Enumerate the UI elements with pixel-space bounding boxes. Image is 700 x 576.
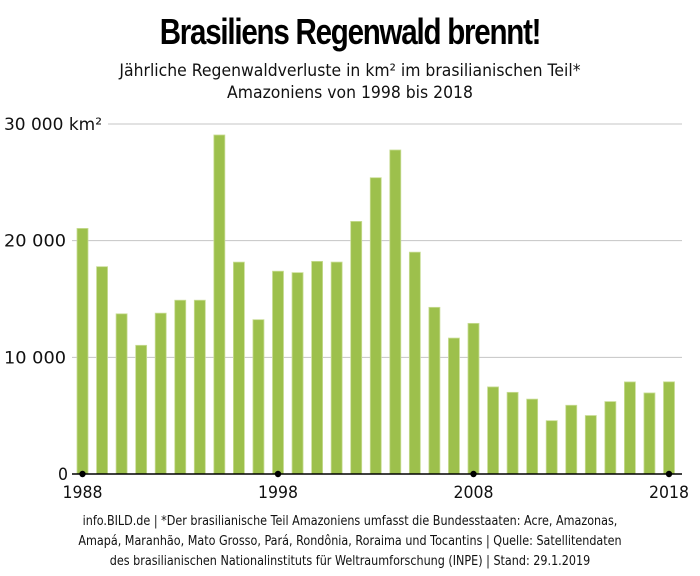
x-tick-label: 2018 <box>649 483 689 503</box>
bar-1999 <box>291 272 304 475</box>
chart-subtitle: Jährliche Regenwaldverluste in km² im br… <box>28 60 672 104</box>
y-tick-label: 30 000 km² <box>4 115 102 135</box>
x-tick-label: 1998 <box>258 483 298 503</box>
bar-1993 <box>174 299 187 475</box>
footer-line-1: info.BILD.de | *Der brasilianische Teil … <box>82 514 618 529</box>
subtitle-line-1: Jährliche Regenwaldverluste in km² im br… <box>119 61 581 81</box>
y-tick-label: 20 000 <box>4 232 66 252</box>
bar-2013 <box>565 404 578 475</box>
bar-1990 <box>115 313 128 475</box>
bar-2018 <box>663 381 675 475</box>
bar-2011 <box>526 398 539 475</box>
bar-2001 <box>330 261 343 475</box>
bar-1992 <box>154 312 167 475</box>
bar-1995 <box>213 134 226 475</box>
bar-2015 <box>604 401 617 475</box>
bar-1989 <box>96 266 108 475</box>
bar-2009 <box>487 386 499 475</box>
bar-1991 <box>135 344 148 475</box>
x-axis-labels: 1988 1998 2008 2018 <box>63 483 690 503</box>
bar-2016 <box>624 381 636 475</box>
bar-1988 <box>76 228 89 475</box>
bar-2008 <box>467 322 480 475</box>
bar-2000 <box>311 260 324 475</box>
bar-2002 <box>350 221 363 475</box>
footer-line-2: Amapá, Maranhão, Mato Grosso, Pará, Rond… <box>78 534 622 549</box>
x-axis <box>72 470 682 478</box>
bar-2007 <box>448 337 460 475</box>
bar-2010 <box>506 391 519 475</box>
subtitle-line-2: Amazoniens von 1998 bis 2018 <box>227 83 473 103</box>
bar-2014 <box>584 415 597 475</box>
footer-source-note: info.BILD.de | *Der brasilianische Teil … <box>49 512 651 572</box>
chart-title: Brasiliens Regenwald brennt! <box>159 11 542 52</box>
bar-2012 <box>545 420 558 475</box>
bar-1998 <box>272 270 284 475</box>
x-tick-label: 2008 <box>454 483 494 503</box>
x-tick-label: 1988 <box>63 483 103 503</box>
bar-2005 <box>408 251 421 475</box>
x-tick-dot <box>470 470 477 478</box>
bars <box>76 134 675 475</box>
x-tick-dot <box>274 470 282 478</box>
y-tick-label: 10 000 <box>4 348 66 368</box>
bar-2004 <box>389 149 402 475</box>
bar-1994 <box>193 299 206 475</box>
bar-1996 <box>232 261 245 475</box>
bar-1997 <box>252 319 265 475</box>
y-axis-labels: 0 10 000 20 000 30 000 km² <box>4 115 102 485</box>
bar-2006 <box>428 306 441 475</box>
bar-2003 <box>369 177 382 475</box>
x-tick-dot <box>665 470 673 478</box>
bar-2017 <box>643 392 656 475</box>
footer-line-3: des brasilianischen Nationalinstituts fü… <box>109 554 591 569</box>
x-tick-dot <box>79 470 86 478</box>
y-tick-label: 0 <box>58 465 68 485</box>
